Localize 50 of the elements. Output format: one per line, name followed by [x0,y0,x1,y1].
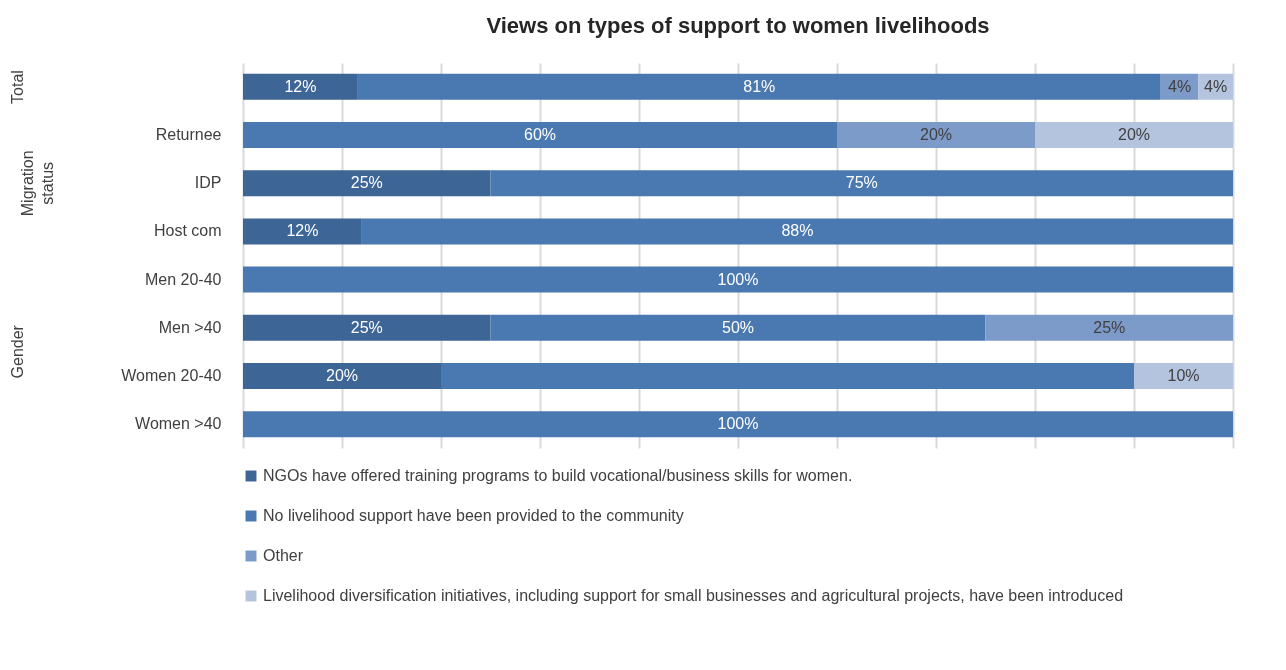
y-tick-label: Host com [153,222,222,240]
bar [361,218,1233,245]
bar [243,362,441,389]
y-tick-label: Returnee [155,126,222,144]
legend-label: Livelihood diversification initiatives, including support for small businesses and agricultural projects, have been introduced [263,587,1124,604]
y-tick-label: Women 20-40 [121,366,222,384]
data-label: 10% [1167,366,1200,384]
bar [490,314,986,341]
bar [243,218,362,245]
bar [243,73,358,100]
bar [243,314,491,341]
bar [243,170,491,197]
legend-label: No livelihood support have been provided to the community [263,507,684,524]
legend-label: NGOs have offered training programs to build vocational/business skills for women. [263,467,853,484]
data-label: 88% [781,222,814,240]
data-label: 20% [325,366,359,384]
bar [357,73,1161,100]
data-label: 25% [350,318,383,336]
bar [243,122,837,149]
bar [1134,362,1233,389]
data-label: 20% [919,126,953,144]
chart-title: Views on types of support to women livelihoods [486,13,990,38]
bar [1035,122,1233,149]
y-tick-label: IDP [194,174,222,192]
data-label: 25% [350,174,383,192]
y-tick-label: Women >40 [135,415,222,433]
y-tick-label: Men 20-40 [145,270,222,288]
data-label: 75% [845,174,878,192]
legend-label: Other [263,547,304,564]
data-label: 60% [523,126,557,144]
y-tick-label: Men >40 [158,318,222,336]
bar [490,170,1233,197]
bar [243,411,1233,438]
text: Gender [9,324,26,379]
data-label: 4% [1204,77,1228,95]
data-label: 4% [1167,77,1192,95]
bar [985,314,1233,341]
data-label: 25% [1093,318,1126,336]
bar [441,362,1134,389]
data-label: 20% [1117,126,1151,144]
data-label: 50% [721,318,755,336]
bar [837,122,1035,149]
data-label: 12% [284,77,317,95]
bar [243,266,1233,293]
data-label: 12% [286,222,319,240]
text: Migration status [19,150,56,217]
data-label: 100% [717,270,759,288]
data-label: 81% [743,77,776,95]
text: Total [9,70,26,104]
data-label: 100% [717,415,759,433]
